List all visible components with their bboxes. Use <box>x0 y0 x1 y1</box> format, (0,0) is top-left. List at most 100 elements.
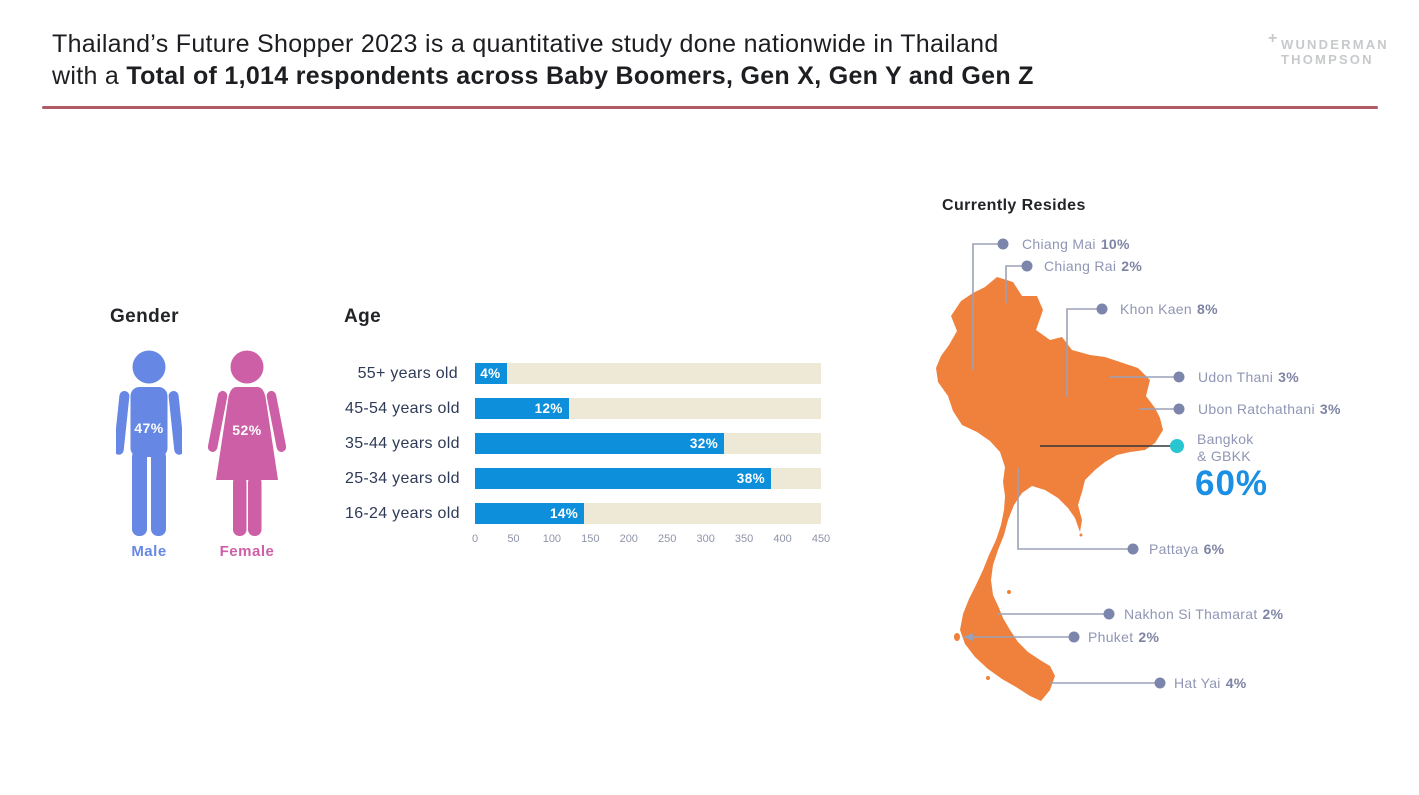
location-pct: 3% <box>1278 369 1299 385</box>
bar-track: 12% <box>475 398 821 419</box>
bar-value-label: 38% <box>736 471 766 486</box>
location-name: Chiang Mai <box>1022 236 1096 252</box>
location-name: Ubon Ratchathani <box>1198 401 1315 417</box>
title-line-2-bold: Total of 1,014 respondents across Baby B… <box>126 62 1034 90</box>
axis-tick: 100 <box>543 533 561 545</box>
axis-tick: 250 <box>658 533 676 545</box>
age-row: 35-44 years old 32% <box>345 433 821 454</box>
gender-heading: Gender <box>110 306 179 327</box>
tick-label: 200 <box>619 533 638 545</box>
location-name: Nakhon Si Thamarat <box>1124 606 1258 622</box>
title-line-1: Thailand’s Future Shopper 2023 is a quan… <box>52 30 999 58</box>
location-pct: 2% <box>1262 606 1284 622</box>
age-row: 55+ years old 4% <box>345 363 821 384</box>
axis-tick: 200 <box>620 533 638 545</box>
bar-track: 32% <box>475 433 821 454</box>
location-label-chiang-rai: Chiang Rai 2% <box>1044 257 1142 275</box>
location-name: Hat Yai <box>1174 675 1221 691</box>
location-pct: 2% <box>1121 258 1143 274</box>
female-icon <box>207 350 287 536</box>
location-name: Phuket <box>1088 629 1134 645</box>
bangkok-percent: 60% <box>1195 464 1269 503</box>
bar-fill: 38% <box>475 468 772 489</box>
age-heading: Age <box>344 306 382 327</box>
age-bar-chart: 55+ years old 4% 45-54 years old 12% 35-… <box>345 363 830 545</box>
axis-tick: 400 <box>773 533 791 545</box>
location-label-bangkok: Bangkok & GBKK <box>1197 431 1254 465</box>
location-name: Khon Kaen <box>1120 301 1192 317</box>
location-label-nakhon-si-thamarat: Nakhon Si Thamarat 2% <box>1124 605 1283 623</box>
bar-fill: 4% <box>475 363 507 384</box>
title-line-2: with a Total of 1,014 respondents across… <box>52 60 1212 92</box>
callout-lines <box>963 238 1185 689</box>
tick-label: 150 <box>581 533 600 545</box>
axis-tick: 0 <box>472 533 478 545</box>
location-pct: 3% <box>1319 401 1341 417</box>
female-label: Female <box>219 543 275 560</box>
tick-label: 450 <box>811 533 831 545</box>
location-name-line2: & GBKK <box>1197 448 1251 464</box>
location-label-phuket: Phuket 2% <box>1088 628 1159 646</box>
page-title: Thailand’s Future Shopper 2023 is a quan… <box>52 28 1212 92</box>
location-pct: 10% <box>1100 236 1130 252</box>
age-row-label: 45-54 years old <box>345 399 460 417</box>
location-name: Pattaya <box>1149 541 1199 557</box>
axis-tick: 350 <box>735 533 753 545</box>
plus-icon: + <box>1268 30 1278 47</box>
location-label-hat-yai: Hat Yai 4% <box>1174 674 1247 692</box>
x-axis: 0 50 100 150 200 250 300 350 400 450 <box>472 533 830 565</box>
bar-value-label: 12% <box>534 401 563 416</box>
divider-line <box>42 106 1378 109</box>
axis-tick: 50 <box>507 533 519 545</box>
age-row: 45-54 years old 12% <box>345 398 821 419</box>
bar-value-label: 32% <box>689 436 719 451</box>
bar-fill: 12% <box>475 398 569 419</box>
age-row: 25-34 years old 38% <box>345 468 821 489</box>
bangkok-dot <box>1170 439 1184 453</box>
brand-logo-line2: THOMPSON <box>1281 52 1374 67</box>
location-pct: 8% <box>1196 301 1218 317</box>
location-name-line1: Bangkok <box>1197 431 1254 447</box>
location-name: Chiang Rai <box>1044 258 1117 274</box>
location-pct: 4% <box>1225 675 1247 691</box>
location-label-chiang-mai: Chiang Mai 10% <box>1022 235 1130 253</box>
resides-heading: Currently Resides <box>942 197 1086 214</box>
age-row-label: 25-34 years old <box>345 469 460 487</box>
tick-label: 0 <box>471 533 479 545</box>
bar-track: 4% <box>475 363 821 384</box>
age-row-label: 55+ years old <box>357 364 458 382</box>
thailand-map <box>936 277 1163 701</box>
male-percent: 47% <box>134 420 164 436</box>
bar-value-label: 4% <box>480 366 501 381</box>
axis-tick: 300 <box>696 533 714 545</box>
tick-label: 400 <box>773 533 792 545</box>
location-label-udon-thani: Udon Thani 3% <box>1198 368 1299 386</box>
title-line-2-prefix: with a <box>52 62 127 90</box>
age-row-label: 16-24 years old <box>345 504 460 522</box>
location-pct: 6% <box>1203 541 1225 557</box>
location-label-khon-kaen: Khon Kaen 8% <box>1120 300 1218 318</box>
bar-fill: 14% <box>475 503 585 524</box>
location-name: Udon Thani <box>1198 369 1274 385</box>
brand-logo: + WUNDERMAN THOMPSON <box>1268 31 1389 68</box>
location-label-pattaya: Pattaya 6% <box>1149 540 1224 558</box>
bar-track: 14% <box>475 503 821 524</box>
male-icon <box>116 350 182 536</box>
age-row: 16-24 years old 14% <box>345 503 821 524</box>
tick-label: 300 <box>696 533 715 545</box>
tick-label: 100 <box>542 533 562 545</box>
bar-value-label: 14% <box>549 506 579 521</box>
location-pct: 2% <box>1138 629 1160 645</box>
location-label-ubon-ratchathani: Ubon Ratchathani 3% <box>1198 400 1341 418</box>
tick-label: 50 <box>507 533 520 545</box>
axis-tick: 150 <box>581 533 599 545</box>
bar-track: 38% <box>475 468 821 489</box>
brand-logo-line1: WUNDERMAN <box>1281 37 1389 52</box>
male-label: Male <box>131 543 167 560</box>
tick-label: 350 <box>734 533 754 545</box>
bar-fill: 32% <box>475 433 725 454</box>
axis-tick: 450 <box>812 533 830 545</box>
age-row-label: 35-44 years old <box>345 434 460 452</box>
female-percent: 52% <box>232 422 262 438</box>
